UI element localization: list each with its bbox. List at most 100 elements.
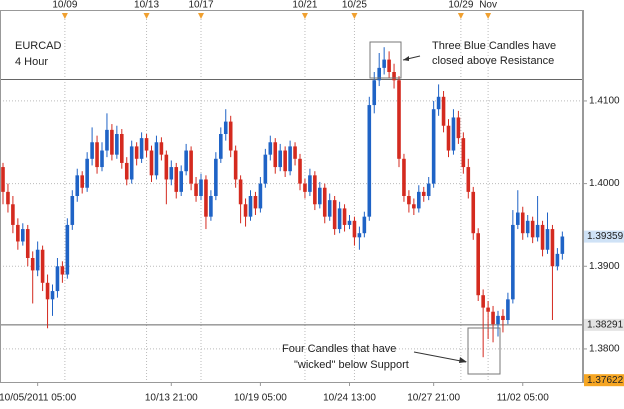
highlight-box <box>369 41 402 79</box>
candle-body <box>337 208 342 230</box>
candle-body <box>382 59 386 68</box>
price-axis <box>583 0 624 409</box>
candle-body <box>426 183 431 196</box>
candle-body <box>520 212 525 234</box>
candle-body <box>451 117 456 151</box>
candle-body <box>115 134 119 155</box>
y-tick-label: 1.4100 <box>589 96 620 107</box>
candle-body <box>154 142 159 176</box>
candle-body <box>100 150 104 168</box>
candle-body <box>298 158 302 184</box>
annotation: Four Candles that have <box>282 343 396 355</box>
x-tick-label: 10/09 <box>52 0 77 11</box>
candle-body <box>149 150 154 176</box>
date-marker <box>301 13 308 19</box>
candle-body <box>347 220 352 225</box>
candle-body <box>516 212 520 225</box>
x-tick-label: 10/13 21:00 <box>145 393 198 404</box>
x-tick-label: 10/24 13:00 <box>323 393 376 404</box>
x-tick-label: 11/02 05:00 <box>497 393 550 404</box>
grid <box>0 10 583 382</box>
x-tick-label: 10/21 <box>292 0 317 11</box>
candle-body <box>491 311 495 325</box>
candle-body <box>560 236 565 254</box>
candle-body <box>70 196 75 225</box>
arrow <box>413 351 467 363</box>
candle-body <box>238 179 243 205</box>
candle-body <box>129 146 134 180</box>
candle-body <box>362 216 367 234</box>
candle-body <box>219 134 223 159</box>
candle-body <box>436 96 441 110</box>
candle-body <box>95 142 99 168</box>
price-marker-label: 1.37622 <box>587 375 624 386</box>
candle-body <box>11 204 15 225</box>
candle-body <box>441 96 446 126</box>
candle-body <box>124 162 129 180</box>
candle-body <box>268 142 273 155</box>
candle-body <box>110 129 114 155</box>
candle-body <box>352 220 357 238</box>
candle-body <box>446 125 451 151</box>
price-marker <box>584 318 624 331</box>
candle-body <box>327 200 332 217</box>
price-marker-label: 1.38291 <box>587 320 624 331</box>
candle-body <box>283 150 287 172</box>
date-marker <box>485 13 492 19</box>
candle-body <box>90 142 94 159</box>
arrowhead <box>459 357 467 363</box>
candle-body <box>288 146 292 172</box>
y-tick-label: 1.3800 <box>589 344 620 355</box>
candle-body <box>16 224 20 242</box>
candle-body <box>209 196 213 217</box>
candle-body <box>303 183 307 192</box>
candle-body <box>243 204 248 217</box>
candle-body <box>357 233 362 238</box>
date-marker <box>61 13 68 19</box>
candle-body <box>223 121 228 134</box>
candle-body <box>392 72 396 81</box>
candle-body <box>525 220 530 234</box>
candle-body <box>189 150 193 184</box>
x-tick-label: 10/29 <box>448 0 473 11</box>
candle-body <box>228 121 233 151</box>
candle-body <box>179 171 183 192</box>
candle-body <box>253 196 258 209</box>
annotation: Three Blue Candles have <box>432 40 556 52</box>
candle-body <box>456 117 461 139</box>
candle-body <box>486 307 490 312</box>
candle-body <box>417 191 421 209</box>
candle-body <box>461 138 466 168</box>
annotation: "wicked" below Support <box>294 359 409 371</box>
date-marker <box>351 13 358 19</box>
candle-body <box>318 187 322 205</box>
candle-body <box>387 59 391 72</box>
x-tick-label: 10/05/2011 05:00 <box>0 393 77 404</box>
candle-body <box>342 208 347 225</box>
x-tick-label: 10/13 <box>134 0 159 11</box>
candle-body <box>199 179 203 196</box>
candle-body <box>481 295 485 308</box>
chart-title: EURCAD <box>15 40 62 52</box>
candle-body <box>134 146 139 159</box>
candle-body <box>45 282 50 300</box>
candle-body <box>402 158 406 196</box>
candle-body <box>431 109 436 184</box>
candle-body <box>377 67 381 81</box>
candle-body <box>466 167 471 192</box>
candle-body <box>35 249 40 271</box>
candle-body <box>530 220 535 238</box>
candle-body <box>412 204 416 209</box>
price-marker-label: 1.39359 <box>587 231 624 242</box>
candle-body <box>184 150 188 172</box>
candle-body <box>105 129 109 151</box>
candle-body <box>471 191 476 234</box>
candle-body <box>6 191 10 205</box>
candle-body <box>293 146 297 159</box>
candle-body <box>233 150 238 180</box>
candle-body <box>25 229 30 258</box>
candle-body <box>40 249 45 283</box>
candle-body <box>164 154 169 180</box>
candle-body <box>248 196 253 217</box>
